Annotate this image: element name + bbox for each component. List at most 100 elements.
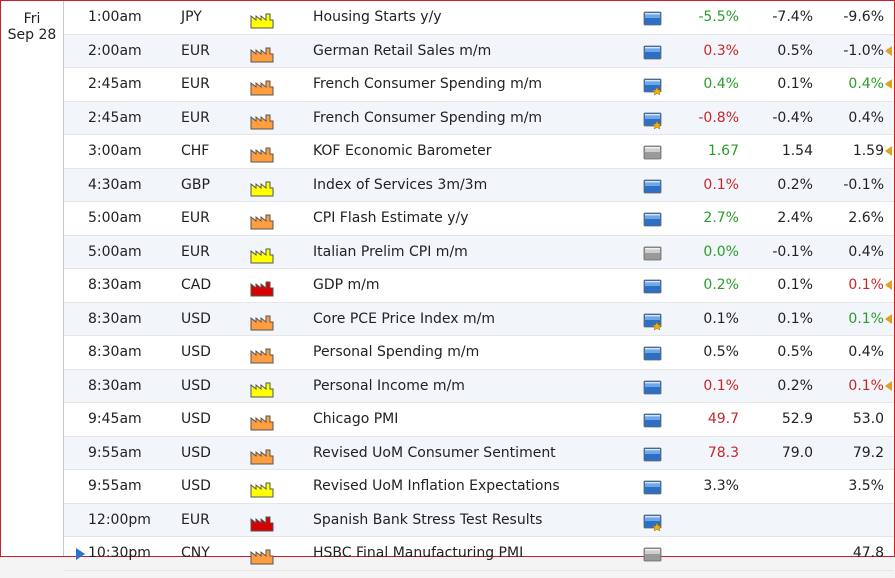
event-title[interactable]: CPI Flash Estimate y/y (313, 210, 469, 226)
event-time: 5:00am (88, 243, 142, 260)
event-currency: USD (181, 478, 211, 494)
event-row[interactable]: 1:00am JPY Housing Starts y/y -5.5% -7.4… (64, 1, 894, 35)
event-previous: 0.4% (848, 76, 884, 92)
day-date: Sep 28 (7, 27, 57, 43)
event-row[interactable]: 8:30am CAD GDP m/m 0.2% 0.1% 0.1% (64, 269, 894, 303)
event-detail-icon[interactable] (643, 343, 663, 361)
revised-marker-icon[interactable] (885, 45, 892, 56)
event-detail-icon[interactable] (643, 444, 663, 461)
event-title[interactable]: GDP m/m (313, 277, 380, 293)
event-row[interactable]: 10:30pm CNY HSBC Final Manufacturing PMI… (64, 537, 894, 571)
event-title[interactable]: French Consumer Spending m/m (313, 109, 543, 126)
event-title[interactable]: Core PCE Price Index m/m (313, 310, 495, 327)
revised-marker-icon[interactable] (885, 79, 892, 89)
event-actual: 0.1% (703, 176, 739, 193)
event-title[interactable]: HSBC Final Manufacturing PMI (313, 545, 524, 561)
revised-marker-icon[interactable] (885, 380, 892, 391)
impact-factory-icon[interactable] (250, 9, 274, 29)
event-forecast: 0.5% (777, 42, 813, 59)
event-time: 9:55am (88, 444, 142, 461)
event-row[interactable]: 4:30am GBP Index of Services 3m/3m 0.1% … (64, 168, 894, 202)
event-time: 1:00am (88, 9, 142, 25)
impact-factory-icon[interactable] (250, 478, 274, 498)
event-title[interactable]: KOF Economic Barometer (313, 143, 492, 159)
event-detail-icon[interactable] (643, 310, 663, 331)
event-currency: EUR (181, 109, 210, 126)
event-detail-icon[interactable] (643, 75, 663, 96)
event-title[interactable]: Housing Starts y/y (313, 9, 442, 25)
event-row[interactable]: 8:30am USD Core PCE Price Index m/m 0.1%… (64, 302, 894, 336)
event-time: 10:30pm (88, 545, 151, 561)
impact-factory-icon[interactable] (250, 210, 274, 230)
event-title[interactable]: Revised UoM Inflation Expectations (313, 478, 560, 494)
revised-marker-icon[interactable] (885, 313, 892, 324)
event-row[interactable]: 9:45am USD Chicago PMI 49.7 52.9 53.0 (64, 403, 894, 437)
impact-factory-icon[interactable] (250, 512, 274, 531)
event-previous: -1.0% (843, 42, 884, 59)
event-detail-icon[interactable] (643, 477, 663, 495)
event-row[interactable]: 3:00am CHF KOF Economic Barometer 1.67 1… (64, 135, 894, 169)
event-detail-icon[interactable] (643, 42, 663, 59)
event-row[interactable]: 8:30am USD Personal Income m/m 0.1% 0.2%… (64, 369, 894, 403)
event-currency: USD (181, 411, 211, 427)
event-title[interactable]: Italian Prelim CPI m/m (313, 243, 468, 260)
event-row[interactable]: 2:00am EUR German Retail Sales m/m 0.3% … (64, 34, 894, 68)
event-row[interactable]: 9:55am USD Revised UoM Inflation Expecta… (64, 470, 894, 504)
event-currency: USD (181, 310, 211, 327)
event-row[interactable]: 2:45am EUR French Consumer Spending m/m … (64, 68, 894, 102)
event-title[interactable]: Chicago PMI (313, 411, 399, 427)
impact-factory-icon[interactable] (250, 143, 274, 163)
event-detail-icon[interactable] (643, 377, 663, 394)
event-title[interactable]: Personal Income m/m (313, 377, 465, 394)
event-forecast: 52.9 (781, 411, 813, 427)
impact-factory-icon[interactable] (250, 311, 274, 330)
impact-factory-icon[interactable] (250, 277, 274, 297)
revised-marker-icon[interactable] (885, 146, 892, 156)
event-detail-icon[interactable] (643, 176, 663, 193)
event-title[interactable]: Revised UoM Consumer Sentiment (313, 444, 556, 461)
event-row[interactable]: 5:00am EUR Italian Prelim CPI m/m 0.0% -… (64, 235, 894, 269)
impact-factory-icon[interactable] (250, 244, 274, 263)
impact-factory-icon[interactable] (250, 43, 274, 62)
event-detail-icon[interactable] (643, 142, 663, 160)
event-title[interactable]: German Retail Sales m/m (313, 42, 492, 59)
event-detail-icon[interactable] (643, 511, 663, 532)
impact-factory-icon[interactable] (250, 445, 274, 464)
impact-factory-icon[interactable] (250, 378, 274, 397)
event-detail-icon[interactable] (643, 410, 663, 428)
event-row[interactable]: 8:30am USD Personal Spending m/m 0.5% 0.… (64, 336, 894, 370)
event-forecast (743, 470, 813, 502)
event-title[interactable]: French Consumer Spending m/m (313, 76, 543, 92)
event-actual: -0.8% (698, 109, 739, 126)
event-title[interactable]: Spanish Bank Stress Test Results (313, 511, 543, 528)
impact-factory-icon[interactable] (250, 76, 274, 96)
event-forecast: 1.54 (781, 143, 813, 159)
day-label: Fri Sep 28 (1, 11, 63, 43)
impact-factory-icon[interactable] (250, 344, 274, 364)
impact-factory-icon[interactable] (250, 177, 274, 196)
event-time: 5:00am (88, 210, 142, 226)
event-detail-icon[interactable] (643, 544, 663, 562)
event-row[interactable]: 2:45am EUR French Consumer Spending m/m … (64, 101, 894, 135)
event-actual (664, 537, 739, 569)
event-forecast (743, 537, 813, 569)
event-currency: USD (181, 344, 211, 360)
event-actual: 0.3% (703, 42, 739, 59)
event-detail-icon[interactable] (643, 276, 663, 294)
event-actual: 1.67 (707, 143, 739, 159)
revised-marker-icon[interactable] (885, 280, 892, 290)
event-title[interactable]: Personal Spending m/m (313, 344, 480, 360)
event-currency: CHF (181, 143, 210, 159)
event-detail-icon[interactable] (643, 209, 663, 227)
event-detail-icon[interactable] (643, 8, 663, 26)
event-detail-icon[interactable] (643, 243, 663, 260)
event-forecast: 0.5% (777, 344, 813, 360)
event-row[interactable]: 9:55am USD Revised UoM Consumer Sentimen… (64, 436, 894, 470)
impact-factory-icon[interactable] (250, 411, 274, 431)
impact-factory-icon[interactable] (250, 110, 274, 129)
event-title[interactable]: Index of Services 3m/3m (313, 176, 488, 193)
event-detail-icon[interactable] (643, 109, 663, 130)
event-row[interactable]: 12:00pm EUR Spanish Bank Stress Test Res… (64, 503, 894, 537)
event-row[interactable]: 5:00am EUR CPI Flash Estimate y/y 2.7% 2… (64, 202, 894, 236)
impact-factory-icon[interactable] (250, 545, 274, 565)
